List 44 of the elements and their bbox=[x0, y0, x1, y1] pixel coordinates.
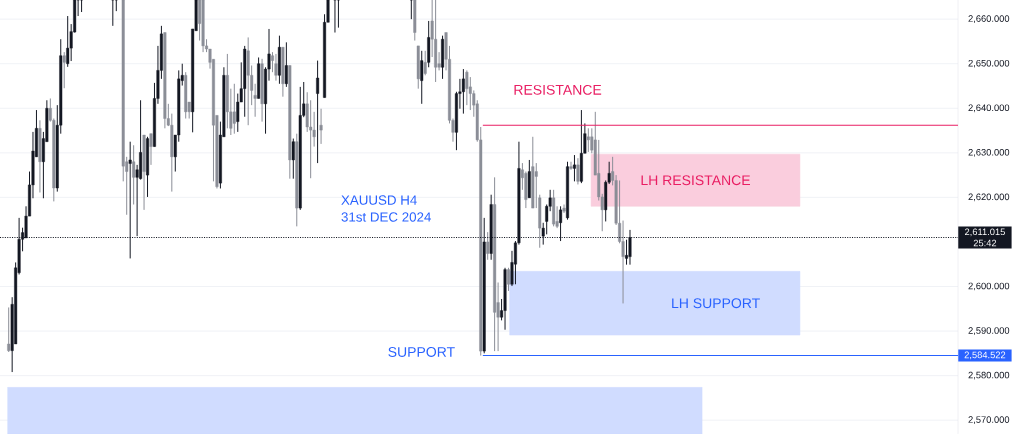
candlestick bbox=[284, 41, 288, 88]
candlestick bbox=[132, 144, 136, 206]
ref-line-label: SUPPORT bbox=[388, 347, 455, 357]
text: 2,611.015 bbox=[964, 228, 1005, 237]
y-tick-label: 2,650.000 bbox=[968, 59, 1010, 68]
candlestick bbox=[461, 68, 465, 115]
candlestick bbox=[409, 0, 413, 20]
y-tick-label: 2,630.000 bbox=[968, 148, 1010, 157]
y-tick-label: 2,620.000 bbox=[968, 193, 1010, 202]
y-tick-label: 2,570.000 bbox=[968, 416, 1010, 425]
candlestick bbox=[291, 138, 295, 180]
y-tick-label: 2,600.000 bbox=[968, 282, 1010, 291]
candlestick bbox=[465, 69, 469, 106]
candlestick bbox=[336, 0, 340, 29]
annotation: 31st DEC 2024 bbox=[341, 212, 431, 222]
candlestick bbox=[111, 0, 115, 27]
candlestick bbox=[7, 306, 11, 353]
candlestick bbox=[319, 108, 323, 145]
candlestick bbox=[80, 0, 84, 13]
candlestick bbox=[66, 15, 70, 68]
y-tick-label: 2,660.000 bbox=[968, 15, 1010, 24]
candlestick bbox=[569, 161, 573, 171]
candlestick bbox=[114, 0, 118, 12]
text: 2,584.522 bbox=[964, 351, 1006, 360]
candlestick bbox=[586, 127, 590, 153]
annotation: XAUUSD H4 bbox=[341, 195, 417, 205]
text: 25:42 bbox=[973, 239, 997, 247]
candlestick bbox=[486, 231, 490, 261]
candlestick bbox=[507, 267, 510, 292]
candlestick bbox=[576, 157, 580, 185]
candlestick bbox=[572, 154, 576, 182]
y-tick-label: 2,640.000 bbox=[968, 104, 1010, 113]
candlestick bbox=[316, 60, 320, 164]
candlestick bbox=[232, 83, 236, 135]
candlestick bbox=[62, 51, 66, 89]
candlestick bbox=[333, 0, 337, 34]
band-label: LH SUPPORT bbox=[672, 298, 760, 309]
candlestick bbox=[149, 133, 153, 166]
candlestick bbox=[423, 50, 427, 76]
y-tick-label: 2,590.000 bbox=[968, 327, 1010, 335]
ref-line-label: RESISTANCE bbox=[514, 84, 602, 95]
candlestick bbox=[274, 53, 278, 82]
y-tick-label: 2,580.000 bbox=[968, 371, 1010, 380]
band-label: LH RESISTANCE bbox=[641, 175, 750, 186]
